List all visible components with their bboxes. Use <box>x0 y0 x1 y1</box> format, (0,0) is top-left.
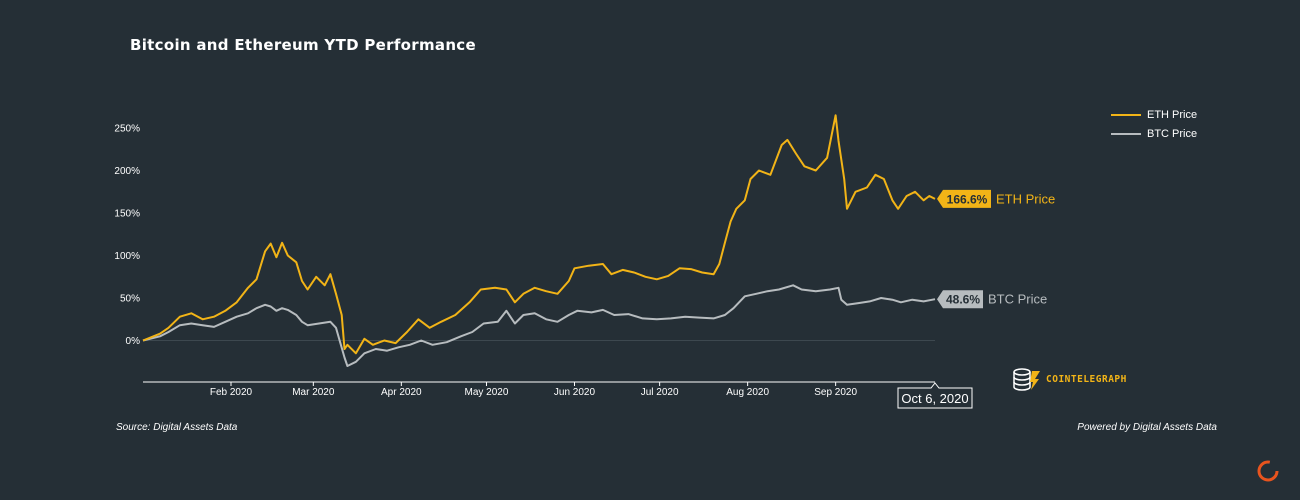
eth-legend-swatch <box>1111 114 1141 116</box>
y-tick-label: 150% <box>114 209 140 220</box>
chart-title: Bitcoin and Ethereum YTD Performance <box>130 36 476 54</box>
btc-price-line[interactable] <box>142 284 936 367</box>
eth-price-line[interactable] <box>142 114 936 355</box>
source-note: Source: Digital Assets Data <box>116 422 238 433</box>
series-layer <box>142 114 936 367</box>
eth-end-value: 166.6% <box>947 192 988 206</box>
btc-legend-swatch <box>1111 133 1141 135</box>
loading-spinner-icon <box>1257 460 1279 482</box>
x-tick-label: May 2020 <box>465 387 509 398</box>
btc-end-series-name: BTC Price <box>988 292 1047 307</box>
x-axis: Feb 2020 Mar 2020 Apr 2020 May 2020 Jun 2020… <box>210 382 857 398</box>
x-tick-label: Feb 2020 <box>210 387 253 398</box>
eth-end-badge <box>937 189 991 208</box>
y-axis: 0% 50% 100% 150% 200% 250% <box>114 124 140 348</box>
hover-date-label: Oct 6, 2020 <box>897 382 973 409</box>
x-tick-label: Jul 2020 <box>641 387 679 398</box>
coin-stack-icon <box>1013 368 1040 391</box>
eth-end-series-name: ETH Price <box>996 191 1055 206</box>
hover-date-box <box>897 382 973 409</box>
end-labels: 166.6% ETH Price 48.6% BTC Price <box>937 189 1055 309</box>
y-tick-label: 200% <box>114 166 140 177</box>
eth-legend-label: ETH Price <box>1147 109 1198 121</box>
brand-name: COINTELEGRAPH <box>1046 373 1127 385</box>
legend-item-btc[interactable]: BTC Price <box>1111 128 1197 140</box>
y-tick-label: 250% <box>114 124 140 135</box>
legend-item-eth[interactable]: ETH Price <box>1111 109 1197 121</box>
x-tick-label: Apr 2020 <box>381 387 422 398</box>
powered-by-note: Powered by Digital Assets Data <box>1077 422 1217 433</box>
x-tick-label: Aug 2020 <box>726 387 769 398</box>
y-tick-label: 0% <box>126 336 141 347</box>
x-tick-label: Jun 2020 <box>554 387 596 398</box>
x-tick-label: Sep 2020 <box>814 387 857 398</box>
cointelegraph-logo: COINTELEGRAPH <box>1012 366 1127 392</box>
y-tick-label: 100% <box>114 251 140 262</box>
btc-end-value: 48.6% <box>946 293 980 307</box>
y-tick-label: 50% <box>120 294 140 305</box>
btc-end-badge <box>937 290 983 309</box>
btc-legend-label: BTC Price <box>1147 128 1198 140</box>
x-tick-label: Mar 2020 <box>292 387 335 398</box>
hover-date-text: Oct 6, 2020 <box>901 391 968 406</box>
